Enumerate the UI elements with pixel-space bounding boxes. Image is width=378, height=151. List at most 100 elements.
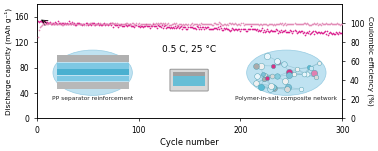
Point: [262, 74, 268, 77]
Point: [124, 22, 130, 25]
Point: [243, 23, 249, 26]
Point: [302, 22, 308, 25]
Point: [82, 24, 88, 26]
Point: [110, 22, 116, 24]
Point: [111, 23, 117, 25]
Point: [251, 28, 257, 30]
Point: [54, 23, 60, 25]
Point: [169, 23, 175, 25]
Point: [55, 23, 61, 25]
Point: [193, 23, 199, 26]
Point: [69, 22, 75, 25]
Point: [56, 22, 62, 24]
Point: [113, 23, 119, 25]
Point: [189, 23, 195, 26]
Point: [210, 24, 216, 26]
Point: [67, 22, 73, 24]
Point: [119, 24, 125, 27]
Point: [132, 26, 138, 28]
Point: [326, 23, 332, 25]
Point: [285, 31, 291, 33]
Point: [197, 26, 203, 29]
Point: [227, 29, 233, 32]
Point: [271, 87, 277, 89]
Point: [335, 33, 341, 35]
Text: Polymer-in-salt composite network: Polymer-in-salt composite network: [235, 96, 337, 101]
Point: [139, 25, 146, 28]
Point: [332, 22, 338, 25]
Point: [202, 26, 208, 29]
Point: [187, 23, 194, 25]
Point: [171, 22, 177, 24]
Point: [287, 29, 293, 31]
Point: [294, 22, 300, 25]
Point: [164, 26, 170, 29]
Point: [235, 23, 242, 25]
Point: [154, 26, 160, 29]
Point: [107, 22, 113, 25]
Point: [48, 22, 54, 25]
Point: [106, 23, 112, 26]
Point: [65, 22, 71, 25]
Y-axis label: Coulombic efficiency (%): Coulombic efficiency (%): [367, 16, 374, 106]
Point: [239, 22, 245, 25]
Point: [308, 24, 314, 26]
Point: [88, 23, 94, 25]
Point: [318, 31, 324, 34]
Point: [257, 85, 263, 88]
Point: [252, 23, 258, 26]
Point: [276, 23, 282, 25]
Point: [136, 26, 143, 28]
Point: [136, 24, 143, 26]
Point: [297, 23, 303, 25]
Point: [84, 22, 90, 25]
Point: [288, 30, 294, 32]
Point: [198, 22, 204, 24]
Point: [175, 24, 181, 26]
Point: [63, 22, 69, 25]
Point: [302, 34, 308, 36]
Point: [85, 24, 91, 27]
Point: [107, 22, 113, 24]
Point: [294, 32, 300, 34]
Point: [81, 23, 87, 26]
Point: [268, 23, 274, 26]
Point: [158, 22, 164, 24]
Point: [264, 24, 270, 26]
Point: [178, 23, 184, 25]
Point: [38, 25, 44, 27]
Point: [330, 23, 336, 25]
Point: [71, 23, 77, 26]
Point: [258, 64, 264, 67]
Point: [184, 23, 191, 26]
Point: [175, 25, 181, 28]
Point: [275, 23, 281, 26]
Point: [172, 23, 178, 25]
Point: [159, 24, 165, 26]
Point: [143, 23, 149, 25]
Point: [309, 31, 315, 33]
Point: [109, 22, 115, 25]
Point: [172, 24, 178, 27]
Point: [177, 22, 183, 25]
Point: [63, 22, 69, 25]
Point: [40, 21, 46, 24]
Point: [334, 22, 340, 25]
Point: [186, 23, 192, 26]
Point: [249, 23, 255, 25]
Point: [108, 22, 114, 24]
Point: [70, 23, 76, 25]
Point: [37, 20, 43, 23]
Point: [253, 82, 259, 85]
Point: [133, 24, 139, 27]
Point: [299, 23, 305, 25]
Point: [115, 23, 121, 26]
Point: [49, 23, 55, 25]
Point: [313, 76, 319, 78]
Point: [162, 22, 168, 24]
Point: [281, 29, 287, 32]
Point: [237, 24, 243, 26]
Point: [82, 24, 88, 26]
Point: [234, 29, 240, 31]
Point: [47, 22, 53, 25]
